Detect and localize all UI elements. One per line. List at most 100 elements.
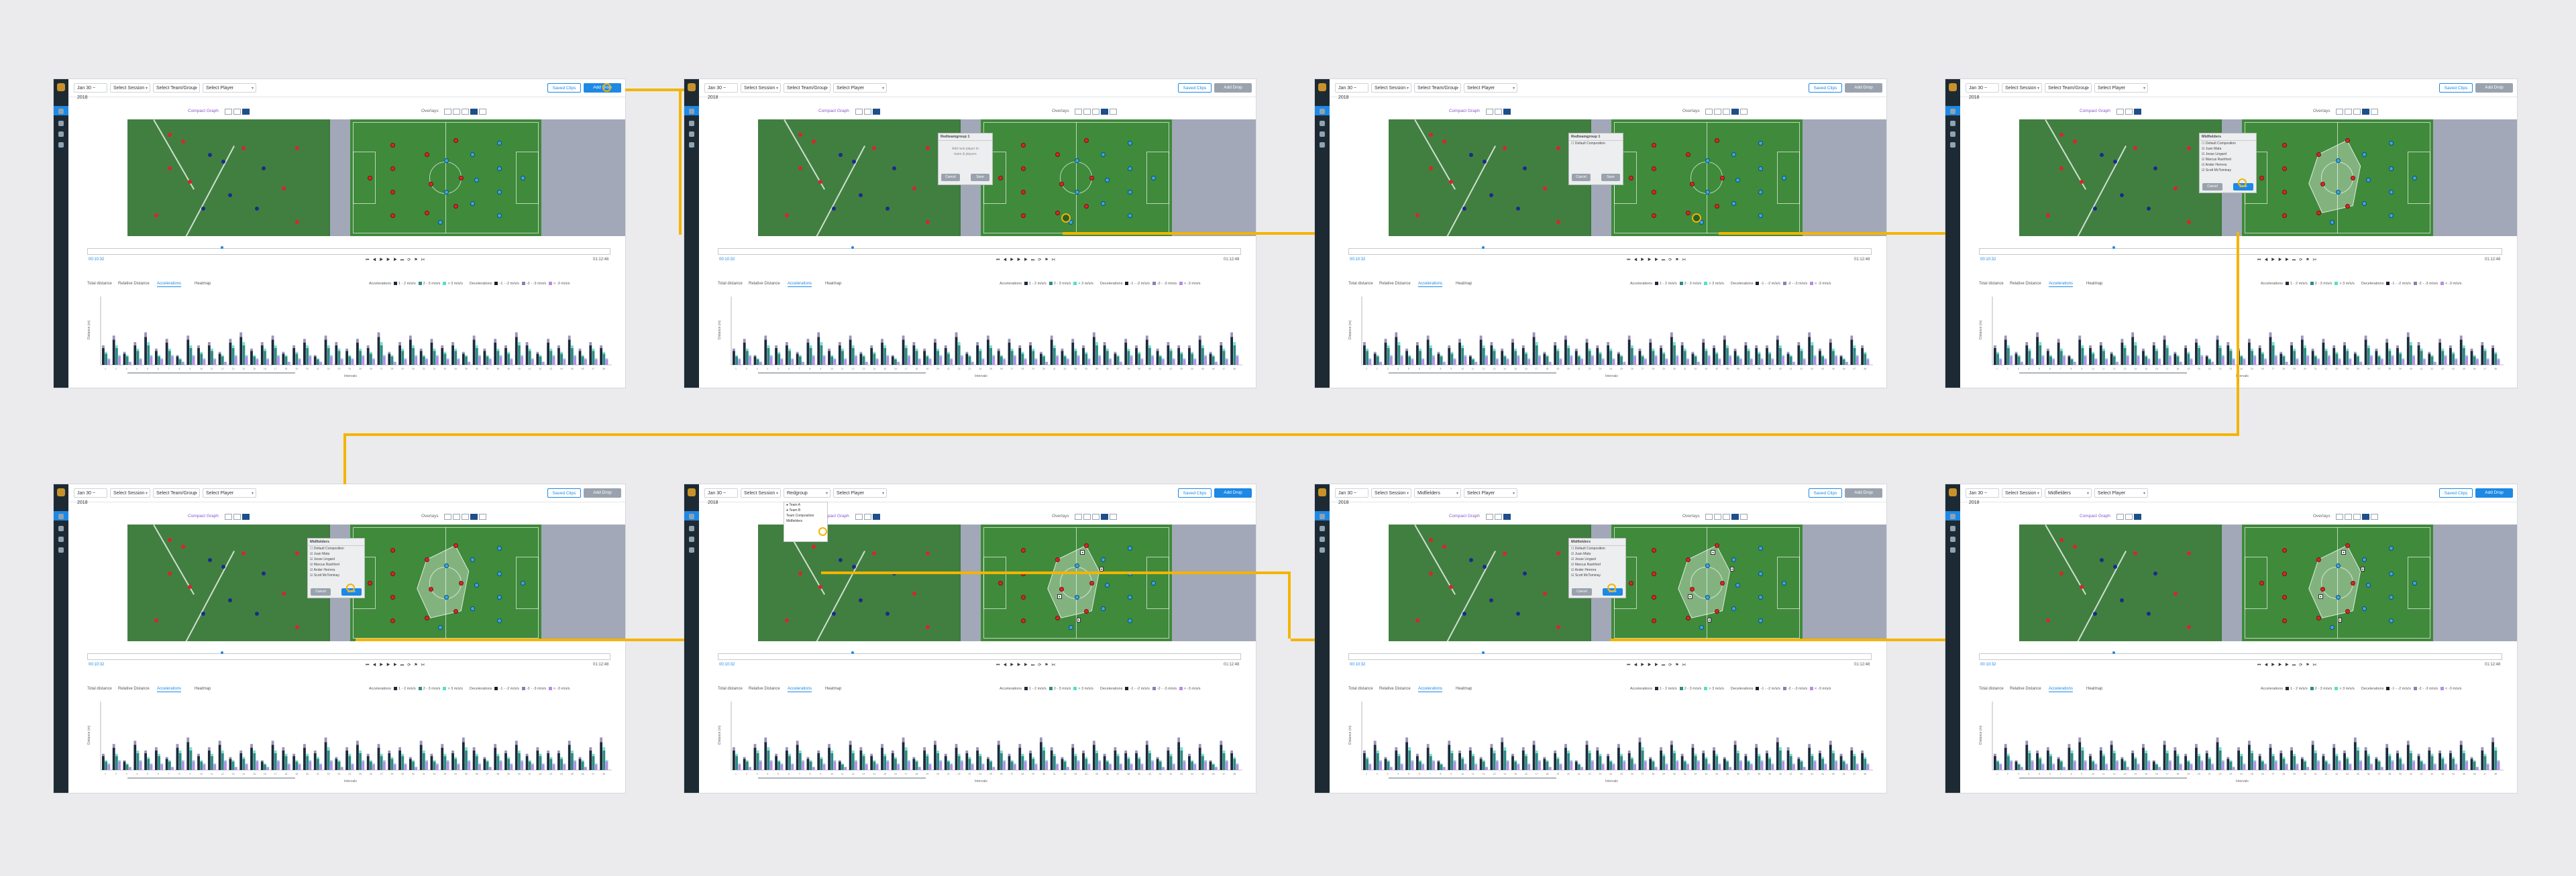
chart-icon[interactable] bbox=[1320, 526, 1325, 531]
player-list-item[interactable]: ☑ Ander Herrera bbox=[310, 568, 335, 572]
blue-player-dot[interactable] bbox=[1105, 178, 1110, 183]
blue-player-dot[interactable] bbox=[1128, 545, 1133, 551]
rewind-icon[interactable]: ◀ bbox=[372, 258, 380, 262]
blue-player-dot[interactable] bbox=[1758, 618, 1764, 623]
red-player-dot[interactable] bbox=[1651, 213, 1656, 218]
marker-icon[interactable]: ⚑ bbox=[1675, 663, 1682, 667]
date-picker[interactable]: Jan 30 ~ 2018 bbox=[74, 488, 107, 505]
blue-player-dot[interactable] bbox=[1758, 594, 1764, 600]
blue-player-dot[interactable] bbox=[2366, 178, 2371, 183]
tactical-pitch[interactable] bbox=[350, 119, 541, 236]
grid-icon[interactable] bbox=[1101, 514, 1108, 520]
chart-tab[interactable]: Relative Distance bbox=[1379, 687, 1411, 691]
chart-tab[interactable]: Heatmap bbox=[2086, 687, 2103, 691]
chart-tab[interactable]: Total distance bbox=[718, 687, 743, 691]
saved-clips-button[interactable]: Saved Clips bbox=[547, 83, 581, 93]
date-picker[interactable]: Jan 30 ~ 2018 bbox=[1966, 488, 1999, 505]
team-dropdown-item[interactable]: Midfielders bbox=[786, 519, 803, 523]
split-toggle-icon[interactable] bbox=[2125, 109, 2133, 115]
timeline-knob[interactable] bbox=[851, 246, 854, 249]
red-player-dot[interactable] bbox=[2316, 557, 2321, 563]
blue-player-dot[interactable] bbox=[1758, 545, 1764, 551]
red-player-dot[interactable] bbox=[425, 616, 429, 621]
tactical-pitch[interactable] bbox=[350, 525, 541, 641]
overlay-3-icon[interactable] bbox=[1723, 109, 1730, 115]
team-icon[interactable] bbox=[689, 537, 694, 542]
blue-player-dot[interactable] bbox=[1074, 158, 1079, 163]
player-select[interactable]: Select Player ▾ bbox=[1464, 488, 1517, 498]
blue-player-dot[interactable] bbox=[2389, 594, 2394, 600]
timeline-knob[interactable] bbox=[221, 246, 223, 249]
blue-player-dot[interactable] bbox=[1705, 189, 1710, 195]
video-icon[interactable] bbox=[1950, 514, 1955, 519]
add-drop-button[interactable]: Add Drop bbox=[1214, 83, 1252, 93]
red-player-dot[interactable] bbox=[1628, 581, 1633, 586]
clip-icon[interactable]: ✂ bbox=[1682, 663, 1690, 667]
play-icon[interactable]: ▶ bbox=[1640, 258, 1648, 262]
red-player-dot[interactable] bbox=[390, 166, 395, 172]
blue-player-dot[interactable] bbox=[520, 581, 525, 586]
blue-player-dot[interactable] bbox=[2335, 563, 2341, 568]
team-icon[interactable] bbox=[1950, 537, 1955, 542]
chart-tab[interactable]: Relative Distance bbox=[1379, 282, 1411, 286]
red-player-dot[interactable] bbox=[998, 176, 1003, 180]
grid-icon[interactable] bbox=[470, 514, 478, 520]
blue-player-dot[interactable] bbox=[470, 201, 476, 207]
chart-tab[interactable]: Total distance bbox=[1348, 687, 1373, 691]
saved-clips-button[interactable]: Saved Clips bbox=[547, 488, 581, 498]
forward-icon[interactable]: ▶▶ bbox=[1017, 663, 1031, 667]
loop-icon[interactable]: ⟳ bbox=[1668, 258, 1676, 262]
blue-player-dot[interactable] bbox=[1150, 176, 1156, 180]
red-player-dot[interactable] bbox=[390, 213, 395, 218]
rewind-icon[interactable]: ◀ bbox=[2264, 663, 2271, 667]
rewind-icon[interactable]: ◀ bbox=[1633, 663, 1641, 667]
red-player-dot[interactable] bbox=[1686, 616, 1690, 621]
dialog-save-button[interactable]: Save bbox=[971, 174, 989, 181]
overlay-2-icon[interactable] bbox=[453, 514, 460, 520]
blue-player-dot[interactable] bbox=[1128, 166, 1133, 172]
loop-icon[interactable]: ⟳ bbox=[407, 663, 415, 667]
marker-icon[interactable]: ⚑ bbox=[2306, 258, 2313, 262]
blue-player-dot[interactable] bbox=[2412, 176, 2417, 180]
overlay-2-icon[interactable] bbox=[2345, 514, 2352, 520]
overlay-1-icon[interactable] bbox=[1705, 514, 1713, 520]
split-toggle-icon[interactable] bbox=[864, 109, 871, 115]
add-drop-button[interactable]: Add Drop bbox=[1214, 488, 1252, 498]
blue-player-dot[interactable] bbox=[2362, 606, 2367, 612]
tactical-pitch[interactable]: ● ● ● ● bbox=[1611, 525, 1803, 641]
red-player-dot[interactable] bbox=[2282, 189, 2287, 195]
red-player-dot[interactable] bbox=[2259, 581, 2264, 586]
player-list-item[interactable]: ☑ Ander Herrera bbox=[1571, 568, 1597, 572]
red-player-dot[interactable] bbox=[1714, 543, 1719, 549]
date-picker[interactable]: Jan 30 ~ 2018 bbox=[1966, 83, 1999, 100]
red-player-dot[interactable] bbox=[1651, 594, 1656, 600]
red-player-dot[interactable] bbox=[367, 176, 372, 180]
player-select[interactable]: Select Player ▾ bbox=[203, 488, 256, 498]
blue-player-dot[interactable] bbox=[437, 625, 443, 631]
video-toggle-icon[interactable] bbox=[2116, 109, 2124, 115]
overlay-5-icon[interactable] bbox=[1110, 109, 1117, 115]
overlay-1-icon[interactable] bbox=[444, 109, 451, 115]
player-list-item[interactable]: ☑ Ander Herrera bbox=[2202, 163, 2227, 167]
red-player-dot[interactable] bbox=[390, 571, 395, 577]
overlay-3-icon[interactable] bbox=[2353, 109, 2361, 115]
red-player-dot[interactable] bbox=[2351, 581, 2356, 586]
session-select[interactable]: Select Session ▾ bbox=[2002, 488, 2042, 498]
player-list-item[interactable]: ☑ Juan Mata bbox=[2202, 147, 2222, 151]
settings-icon[interactable] bbox=[1950, 142, 1955, 148]
blue-player-dot[interactable] bbox=[1128, 189, 1133, 195]
video-icon[interactable] bbox=[689, 109, 694, 114]
chart-icon[interactable] bbox=[1320, 121, 1325, 126]
red-player-dot[interactable] bbox=[2259, 176, 2264, 180]
forward-icon[interactable]: ▶▶ bbox=[1648, 663, 1662, 667]
date-picker[interactable]: Jan 30 ~ 2018 bbox=[74, 83, 107, 100]
tactical-pitch[interactable] bbox=[1611, 119, 1803, 236]
overlay-3-icon[interactable] bbox=[1723, 514, 1730, 520]
list-cancel-button[interactable]: Cancel bbox=[311, 588, 331, 596]
red-player-dot[interactable] bbox=[1714, 203, 1719, 209]
chart-tab[interactable]: Heatmap bbox=[2086, 282, 2103, 286]
session-select[interactable]: Select Session ▾ bbox=[1371, 488, 1411, 498]
blue-player-dot[interactable] bbox=[2389, 213, 2394, 218]
blue-player-dot[interactable] bbox=[497, 189, 502, 195]
blue-player-dot[interactable] bbox=[1128, 213, 1133, 218]
